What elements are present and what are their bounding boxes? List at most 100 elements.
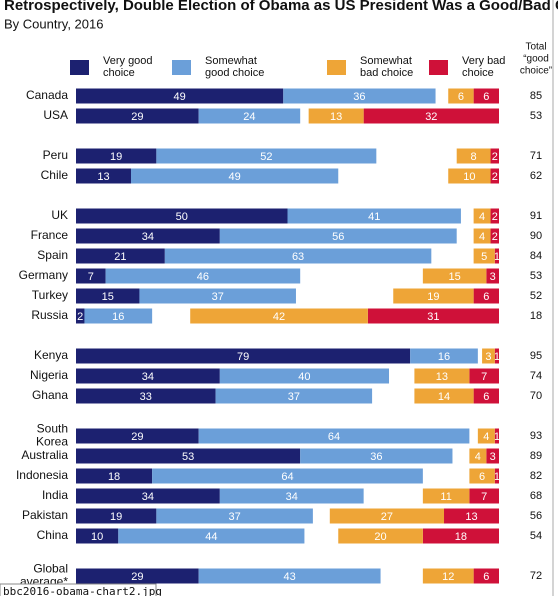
value-label: 42 [273, 311, 285, 323]
bar-segment [156, 508, 313, 524]
bar-segment [76, 108, 199, 124]
total-header: Total [525, 42, 546, 53]
value-label: 1 [494, 471, 500, 483]
category-label: Spain [37, 248, 68, 262]
value-label: 16 [112, 311, 124, 323]
value-label: 4 [475, 451, 481, 463]
bar-segment [76, 508, 157, 524]
total-value: 56 [530, 510, 542, 522]
legend-label: Somewhat good choice [205, 55, 264, 79]
bar-segment [76, 148, 157, 164]
total-value: 74 [530, 370, 542, 382]
total-value: 53 [530, 270, 542, 282]
bar-segment [414, 368, 470, 384]
bar-segment [367, 308, 499, 324]
bar-segment [494, 428, 499, 444]
bar-segment [76, 488, 220, 504]
total-value: 84 [530, 250, 542, 262]
value-label: 29 [131, 431, 143, 443]
bar-segment [76, 308, 85, 324]
bar-segment [308, 108, 364, 124]
bar-segment [490, 208, 499, 224]
value-label: 33 [140, 391, 152, 403]
bar-segment [490, 148, 499, 164]
value-label: 6 [483, 91, 489, 103]
bar-segment [486, 268, 499, 284]
value-label: 79 [237, 351, 249, 363]
total-value: 70 [530, 390, 542, 402]
value-label: 36 [353, 91, 365, 103]
total-header: “good [523, 54, 549, 65]
value-label: 18 [455, 531, 467, 543]
total-value: 95 [530, 350, 542, 362]
bar-segment [84, 308, 153, 324]
value-label: 32 [425, 111, 437, 123]
bar-segment [283, 88, 436, 104]
value-label: 41 [368, 211, 380, 223]
footer-label: bbc2016-obama-chart2.jpg [3, 585, 162, 596]
bar-segment [76, 288, 140, 304]
value-label: 24 [243, 111, 255, 123]
value-label: 2 [492, 211, 498, 223]
bar-segment [287, 208, 461, 224]
value-label: 10 [463, 171, 475, 183]
value-label: 64 [281, 471, 293, 483]
value-label: 6 [483, 391, 489, 403]
total-header: choice” [520, 66, 552, 77]
bar-segment [393, 288, 474, 304]
bar-segment [473, 568, 499, 584]
value-label: 15 [102, 291, 114, 303]
bar-segment [469, 488, 499, 504]
category-label: Nigeria [30, 368, 68, 382]
category-label: India [42, 488, 68, 502]
total-value: 72 [530, 570, 542, 582]
value-label: 44 [205, 531, 217, 543]
bar-segment [494, 348, 499, 364]
legend-swatch [70, 60, 89, 75]
value-label: 19 [427, 291, 439, 303]
bar-segment [422, 488, 470, 504]
value-label: 2 [492, 151, 498, 163]
bar-segment [219, 368, 390, 384]
category-label: China [37, 528, 69, 542]
bar-segment [469, 468, 495, 484]
category-label: France [31, 228, 69, 242]
value-label: 13 [330, 111, 342, 123]
value-label: 18 [108, 471, 120, 483]
value-label: 13 [436, 371, 448, 383]
category-label: Germany [19, 268, 68, 282]
value-label: 34 [286, 491, 298, 503]
category-label: Australia [21, 448, 68, 462]
value-label: 1 [494, 251, 500, 263]
bar-segment [473, 88, 499, 104]
legend-label: Very good choice [103, 55, 153, 79]
bar-segment [422, 268, 487, 284]
value-label: 8 [471, 151, 477, 163]
legend-label: Somewhat bad choice [360, 55, 413, 79]
bar-segment [76, 248, 165, 264]
total-value: 71 [530, 150, 542, 162]
bar-segment [105, 268, 301, 284]
bar-segment [152, 468, 423, 484]
value-label: 20 [374, 531, 386, 543]
value-label: 6 [483, 291, 489, 303]
category-label: South Korea [36, 422, 68, 449]
value-label: 27 [381, 511, 393, 523]
chart-subtitle: By Country, 2016 [4, 16, 103, 31]
category-label: Turkey [32, 288, 68, 302]
total-value: 85 [530, 90, 542, 102]
legend-label: Very bad choice [462, 55, 505, 79]
bar-segment [156, 148, 377, 164]
value-label: 7 [481, 491, 487, 503]
legend-swatch [172, 60, 191, 75]
value-label: 4 [479, 211, 485, 223]
bar-segment [76, 468, 153, 484]
value-label: 1 [494, 351, 500, 363]
bar-segment [76, 88, 284, 104]
total-value: 89 [530, 450, 542, 462]
value-label: 2 [492, 231, 498, 243]
bar-segment [130, 168, 339, 184]
total-value: 52 [530, 290, 542, 302]
value-label: 4 [479, 231, 485, 243]
